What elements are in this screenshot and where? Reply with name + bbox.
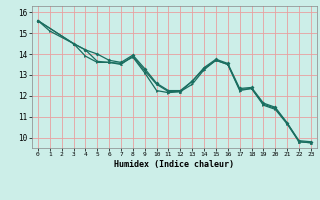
X-axis label: Humidex (Indice chaleur): Humidex (Indice chaleur) <box>115 160 234 169</box>
